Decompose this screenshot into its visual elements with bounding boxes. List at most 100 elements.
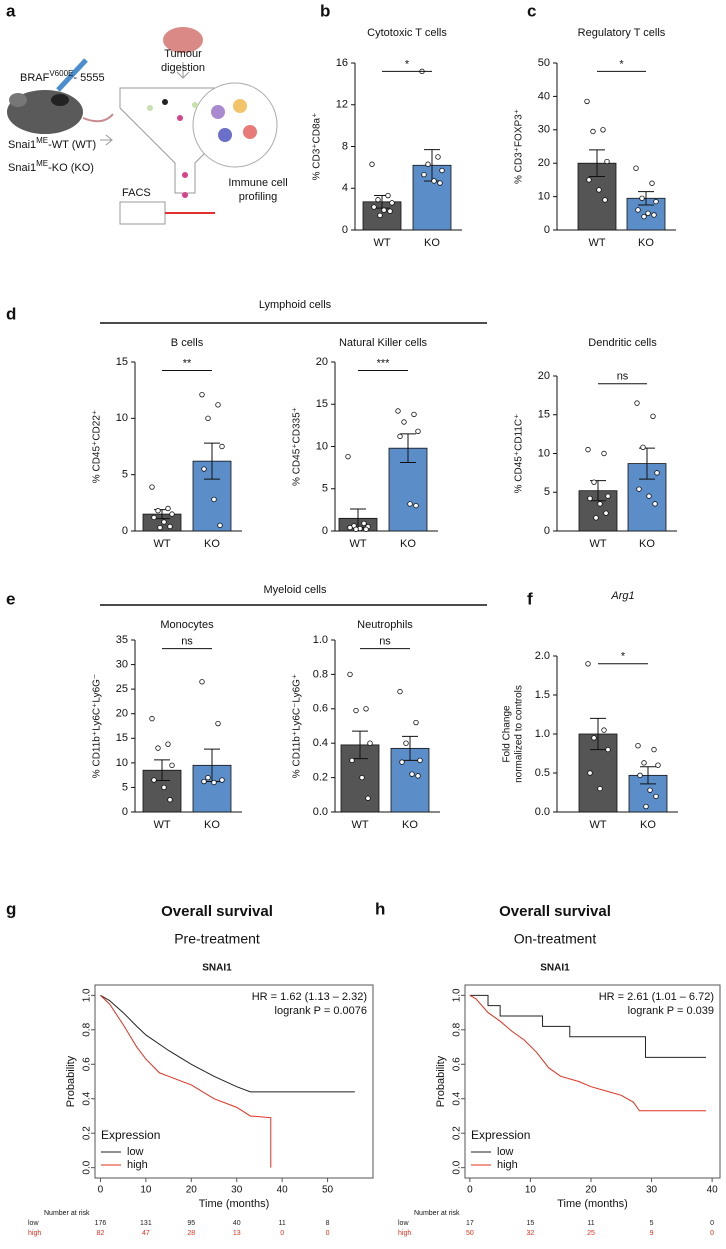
x-tick-label: KO: [640, 819, 656, 831]
y-tick-label: 0.4: [82, 1091, 93, 1105]
data-point: [417, 757, 423, 764]
data-point: [585, 661, 591, 667]
wt-label: Snai1ME-WT (WT): [8, 136, 96, 151]
chart-subtitle: Pre-treatment: [174, 931, 260, 947]
data-point: [151, 514, 157, 521]
risk-value: 176: [95, 1220, 107, 1227]
error-bar: [352, 730, 368, 760]
data-point: [435, 154, 441, 160]
y-tick-label: 35: [116, 634, 128, 646]
arrow: [100, 134, 113, 146]
annotation: logrank P = 0.0076: [275, 1005, 367, 1017]
panel-label: f: [527, 589, 533, 608]
panel-label: a: [6, 1, 16, 20]
legend-title: Expression: [101, 1128, 160, 1142]
data-point: [217, 522, 223, 529]
y-axis-label: % CD45⁺CD22⁺: [92, 410, 103, 483]
y-tick-label: 0.2: [82, 1126, 93, 1140]
cell: [233, 99, 247, 113]
y-axis-label: Probability: [435, 1055, 447, 1107]
data-point: [377, 212, 383, 219]
x-tick-label: 10: [525, 1185, 537, 1196]
cell: [243, 125, 257, 139]
y-axis-label: % CD3⁺FOXP3⁺: [514, 109, 525, 184]
cell: [162, 99, 168, 105]
data-point: [157, 524, 163, 531]
y-tick-label: 15: [316, 398, 328, 410]
y-tick-label: 0: [544, 525, 550, 537]
group-title: Myeloid cells: [264, 584, 327, 596]
legend-title: Expression: [471, 1128, 530, 1142]
data-point: [167, 523, 173, 530]
risk-value: 47: [142, 1230, 150, 1237]
data-point: [365, 795, 371, 801]
gene-label: SNAI1: [540, 963, 570, 974]
data-point: [633, 165, 639, 171]
data-point: [634, 400, 640, 406]
data-point: [219, 443, 225, 450]
x-tick-label: WT: [589, 819, 606, 831]
data-point: [643, 803, 649, 810]
data-point: [361, 520, 367, 527]
y-tick-label: 10: [538, 191, 550, 203]
y-tick-label: 0.6: [452, 1057, 463, 1071]
data-point: [601, 450, 607, 457]
data-point: [641, 760, 647, 766]
data-point: [646, 493, 652, 499]
data-point: [155, 508, 161, 514]
y-tick-label: 25: [116, 683, 128, 695]
x-tick-label: WT: [349, 538, 366, 550]
schematic: a BRAFV600E- 5555 Snai1ME-WT (WT) Snai1M…: [6, 1, 278, 225]
t: V600E: [49, 69, 73, 78]
data-point: [600, 127, 606, 133]
cell: [182, 172, 188, 178]
significance: *: [621, 651, 626, 663]
t: ME: [36, 159, 48, 168]
y-tick-label: 16: [336, 57, 348, 69]
y-tick-label: 0.2: [313, 772, 328, 784]
y-tick-label: 0.2: [452, 1126, 463, 1140]
y-tick-label: 30: [116, 658, 128, 670]
data-point: [371, 204, 377, 210]
cell: [192, 102, 198, 108]
risk-value: 25: [587, 1230, 595, 1237]
chart-title: B cells: [171, 337, 204, 349]
risk-value: 13: [233, 1230, 241, 1237]
schematic-text: profiling: [239, 191, 278, 203]
panel-label: e: [6, 589, 15, 608]
y-tick-label: 0.0: [452, 1160, 463, 1174]
tumour: [51, 94, 69, 106]
data-point: [219, 777, 225, 783]
t: Snai1: [8, 139, 36, 151]
panel-label: g: [6, 899, 16, 918]
data-point: [403, 740, 409, 746]
data-point: [211, 779, 217, 786]
y-tick-label: 0.0: [313, 806, 328, 818]
y-tick-label: 8: [342, 140, 348, 152]
x-tick-label: WT: [589, 538, 606, 550]
y-tick-label: 50: [538, 57, 550, 69]
mouse-tail: [82, 113, 114, 123]
data-point: [359, 774, 365, 781]
x-tick-label: 40: [277, 1185, 289, 1196]
data-point: [155, 745, 161, 751]
ko-label: Snai1ME-KO (KO): [8, 159, 94, 174]
y-tick-label: 0.0: [82, 1160, 93, 1174]
data-point: [367, 740, 373, 746]
arrow: [176, 62, 190, 79]
chart-title: Cytotoxic T cells: [367, 27, 447, 39]
plot-frame: [94, 984, 374, 1179]
data-point: [437, 180, 443, 186]
data-point: [389, 200, 395, 206]
data-point: [425, 161, 431, 167]
y-axis-label: % CD3⁺CD8a⁺: [312, 113, 323, 181]
y-tick-label: 15: [538, 409, 550, 421]
t: -KO (KO): [48, 162, 94, 174]
x-tick-label: WT: [351, 819, 368, 831]
y-tick-label: 0: [322, 525, 328, 537]
gene-label: SNAI1: [202, 963, 232, 974]
data-point: [215, 402, 221, 408]
risk-row-label: high: [398, 1230, 411, 1237]
y-axis-label: Probability: [65, 1055, 77, 1107]
y-tick-label: 40: [538, 90, 550, 102]
